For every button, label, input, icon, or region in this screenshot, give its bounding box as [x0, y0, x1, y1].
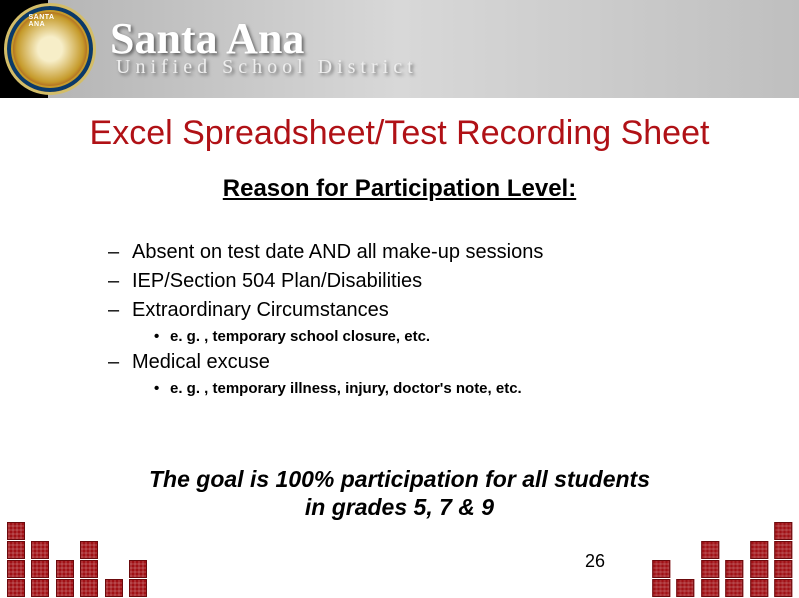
district-logo-icon — [4, 3, 96, 95]
slide-title: Excel Spreadsheet/Test Recording Sheet — [0, 114, 799, 153]
reason-list: Absent on test date AND all make-up sess… — [108, 239, 799, 400]
goal-statement: The goal is 100% participation for all s… — [0, 466, 799, 521]
goal-line-1: The goal is 100% participation for all s… — [149, 466, 650, 492]
brand-sub: Unified School District — [116, 56, 418, 79]
list-item: Extraordinary Circumstances — [108, 297, 799, 324]
decorative-cubes-left-icon — [6, 521, 148, 598]
slide-subtitle: Reason for Participation Level: — [0, 175, 799, 203]
brand-block: Santa Ana Unified School District — [110, 19, 418, 80]
list-item: Medical excuse — [108, 349, 799, 376]
list-sub-item: e. g. , temporary illness, injury, docto… — [154, 378, 799, 401]
header-banner: Santa Ana Unified School District — [0, 0, 799, 98]
list-item: Absent on test date AND all make-up sess… — [108, 239, 799, 266]
list-sub-item: e. g. , temporary school closure, etc. — [154, 326, 799, 349]
brand-main: Santa Ana — [110, 19, 418, 59]
decorative-cubes-right-icon — [651, 521, 793, 598]
list-item: IEP/Section 504 Plan/Disabilities — [108, 268, 799, 295]
goal-line-2: in grades 5, 7 & 9 — [305, 494, 494, 520]
page-number: 26 — [585, 551, 605, 572]
